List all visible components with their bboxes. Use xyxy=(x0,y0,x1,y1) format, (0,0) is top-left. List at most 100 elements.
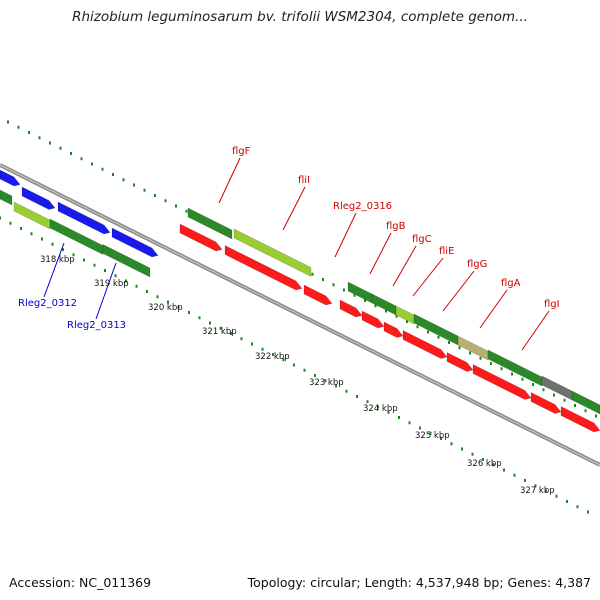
inner-tick xyxy=(419,426,421,430)
gene-label-flgg[interactable]: flgG xyxy=(467,259,487,270)
scale-label: 319 kbp xyxy=(94,279,129,289)
gene-green[interactable] xyxy=(347,281,373,304)
inner-tick xyxy=(93,263,96,267)
gene-green[interactable] xyxy=(0,189,13,206)
inner-tick xyxy=(146,290,148,293)
backbone xyxy=(0,163,600,467)
gene-label-flgb[interactable]: flgB xyxy=(386,221,406,232)
gene-green[interactable] xyxy=(187,207,233,240)
gene-blue[interactable] xyxy=(0,169,21,187)
gene-features[interactable] xyxy=(0,169,600,433)
outer-tick xyxy=(574,404,576,407)
inner-tick xyxy=(366,400,369,404)
scale-label: 324 kbp xyxy=(363,404,398,414)
inner-tick xyxy=(513,473,516,477)
gene-red[interactable] xyxy=(446,352,474,372)
outer-tick xyxy=(7,120,9,124)
inner-tick xyxy=(587,510,589,514)
inner-tick xyxy=(482,458,484,461)
outer-tick xyxy=(91,162,93,166)
inner-tick xyxy=(387,410,390,414)
outer-tick xyxy=(38,136,41,140)
inner-tick xyxy=(471,452,474,456)
outer-tick xyxy=(395,314,398,318)
scale-label: 323 kbp xyxy=(309,378,344,388)
callout-line xyxy=(43,242,65,298)
inner-tick xyxy=(219,326,222,330)
gene-blue[interactable] xyxy=(57,201,111,235)
gene-red[interactable] xyxy=(179,223,223,252)
outer-tick xyxy=(70,152,72,155)
outer-tick xyxy=(385,309,387,313)
gene-label-flie[interactable]: fliE xyxy=(439,246,454,257)
outer-tick xyxy=(469,351,471,355)
gene-red[interactable] xyxy=(472,364,532,400)
gene-red[interactable] xyxy=(402,330,448,359)
gene-green[interactable] xyxy=(102,244,151,278)
gene-label-flga[interactable]: flgA xyxy=(501,278,521,289)
inner-tick xyxy=(240,337,243,341)
gene-blue[interactable] xyxy=(111,227,159,258)
gene-lightgreen[interactable] xyxy=(13,201,51,230)
gene-label-rleg2-0312[interactable]: Rleg2_0312 xyxy=(18,298,77,309)
inner-tick xyxy=(0,216,1,220)
inner-tick xyxy=(303,368,306,372)
gene-green[interactable] xyxy=(49,218,104,255)
gene-lightgreen[interactable] xyxy=(395,305,415,325)
gene-red[interactable] xyxy=(224,245,303,291)
outer-tick xyxy=(154,194,156,197)
outer-tick xyxy=(521,377,524,381)
gene-red[interactable] xyxy=(560,406,600,433)
gene-green[interactable] xyxy=(487,349,543,387)
gene-gray[interactable] xyxy=(541,375,573,401)
inner-tick xyxy=(135,284,138,288)
gene-lightgreen[interactable] xyxy=(233,228,312,277)
gene-red[interactable] xyxy=(530,392,562,414)
inner-tick xyxy=(198,316,201,320)
inner-tick xyxy=(566,500,568,503)
inner-tick xyxy=(282,358,285,362)
genome-summary-text: Topology: circular; Length: 4,537,948 bp… xyxy=(247,575,591,590)
scale-labels: 318 kbp 319 kbp 320 kbp 321 kbp 322 kbp 323 k… xyxy=(40,255,555,496)
gene-blue[interactable] xyxy=(21,186,56,210)
inner-tick xyxy=(41,237,43,241)
gene-callouts: flgF fliI Rleg2_0316 flgB flgC fliE flgG flgA fl… xyxy=(18,146,560,351)
inner-tick xyxy=(51,242,54,246)
outer-tick xyxy=(479,356,482,360)
gene-red[interactable] xyxy=(383,321,404,338)
gene-label-rleg2-0313[interactable]: Rleg2_0313 xyxy=(67,320,126,331)
inner-tick xyxy=(461,447,463,451)
outer-tick xyxy=(311,272,314,276)
gene-green[interactable] xyxy=(571,390,600,415)
inner-tick xyxy=(398,416,400,419)
outer-tick xyxy=(427,330,429,334)
inner-tick-ring xyxy=(0,216,589,514)
gene-tan[interactable] xyxy=(457,335,489,361)
gene-green[interactable] xyxy=(371,293,397,316)
gene-red[interactable] xyxy=(339,299,363,318)
inner-tick xyxy=(314,374,316,377)
inner-tick xyxy=(293,363,295,367)
outer-tick xyxy=(59,146,62,150)
inner-tick xyxy=(261,347,264,351)
gene-label-rleg2-0316[interactable]: Rleg2_0316 xyxy=(333,201,392,212)
gene-red[interactable] xyxy=(361,310,385,329)
outer-tick xyxy=(175,204,177,208)
gene-red[interactable] xyxy=(303,284,333,306)
gene-label-flii[interactable]: fliI xyxy=(298,175,310,186)
outer-tick xyxy=(353,293,356,297)
outer-tick xyxy=(542,388,545,392)
callout-line xyxy=(412,257,444,297)
accession-text: Accession: NC_011369 xyxy=(9,575,152,590)
outer-tick xyxy=(164,199,167,203)
outer-tick xyxy=(458,346,461,350)
gene-label-flgi[interactable]: flgI xyxy=(544,299,560,310)
inner-tick xyxy=(440,437,442,440)
outer-tick xyxy=(490,362,492,365)
outer-tick xyxy=(28,131,30,134)
inner-tick xyxy=(503,468,505,472)
gene-label-flgc[interactable]: flgC xyxy=(412,234,432,245)
gene-label-flgf[interactable]: flgF xyxy=(232,146,251,157)
scale-label: 322 kbp xyxy=(255,352,290,362)
